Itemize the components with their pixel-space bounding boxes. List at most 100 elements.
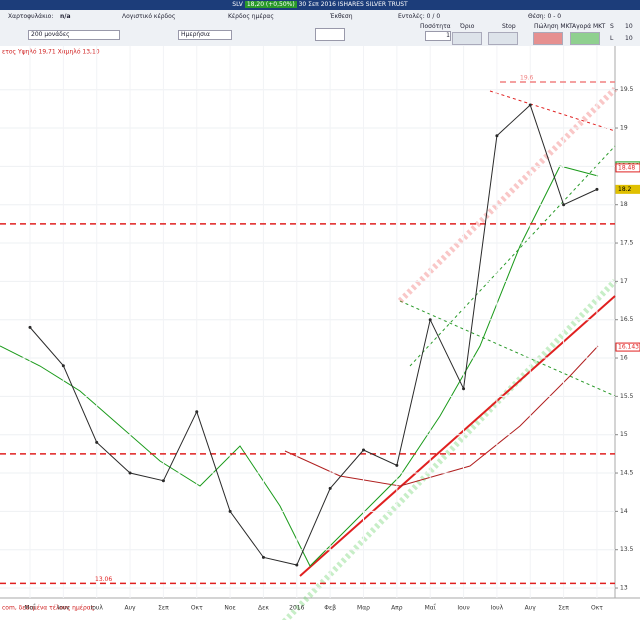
price-point	[428, 318, 432, 322]
buy-button[interactable]	[570, 32, 600, 45]
drawings	[0, 86, 618, 620]
period-select[interactable]: Ημερήσια	[178, 30, 232, 40]
level-label: 19.6	[520, 75, 534, 82]
stop-button[interactable]	[488, 32, 518, 45]
x-tick-label: Μαΐ	[425, 604, 436, 612]
label: Αγορά MKT	[572, 23, 606, 30]
price-point	[261, 555, 265, 559]
y-tick-label: 16.5	[620, 316, 634, 323]
x-tick-label: Δεκ	[258, 605, 269, 612]
label: Χαρτοφυλάκιο:	[8, 13, 54, 20]
price-point	[195, 410, 199, 414]
label: Εντολές: 0 / 0	[398, 13, 441, 20]
sell-button[interactable]	[533, 32, 563, 45]
value: 10	[625, 35, 633, 42]
x-tick-label: Μαρ	[357, 605, 370, 612]
channel	[281, 278, 618, 620]
label: Λογιστικό κέρδος	[122, 13, 176, 20]
x-tick-label: Οκτ	[591, 605, 603, 612]
y-tick-label: 15	[620, 431, 628, 438]
y-tick-label: 14.5	[620, 470, 634, 477]
value: n/a	[60, 13, 71, 20]
x-tick-label: Ιουν	[57, 605, 70, 612]
x-tick-label: Σεπ	[558, 605, 569, 612]
plot-bg	[0, 46, 640, 620]
chart-info: ετος Υψηλό 19,71 Χαμηλό 13,10	[2, 49, 100, 56]
toolbar: Χαρτοφυλάκιο: n/a Λογιστικό κέρδος Κέρδο…	[0, 10, 640, 47]
label: L	[610, 35, 614, 42]
x-tick-label: Μαΐ	[24, 604, 35, 612]
info: 30 Σεπ 2016 ISHARES SILVER TRUST	[298, 1, 408, 8]
label: Ποσότητα	[420, 23, 451, 30]
price-point	[61, 364, 65, 368]
price-tag-label: 18.2	[618, 186, 632, 193]
level-label: 13.06	[95, 576, 112, 583]
price-tag	[615, 163, 640, 173]
chart: ετος Υψηλό 19,71 Χαμηλό 13,10 com, δεδομ…	[0, 46, 640, 620]
price-point	[28, 325, 32, 329]
x-tick-label: Αυγ	[525, 605, 537, 612]
price-point	[495, 134, 499, 138]
price-point	[295, 563, 299, 567]
y-tick-label: 17	[620, 278, 628, 285]
price-point	[462, 387, 466, 391]
units-select[interactable]: 200 μονάδες	[28, 30, 120, 40]
trendline	[299, 295, 616, 577]
price-point	[595, 187, 599, 191]
price-point	[395, 463, 399, 467]
trendline	[409, 145, 616, 367]
symbol: SLV	[232, 1, 243, 8]
label: Stop	[502, 23, 516, 30]
price-point	[128, 471, 132, 475]
label: Όριο	[460, 23, 475, 30]
y-tick-label: 15.5	[620, 393, 634, 400]
label: S	[610, 23, 614, 30]
x-tick-label: Οκτ	[191, 605, 203, 612]
value: 10	[625, 23, 633, 30]
limit-button[interactable]	[452, 32, 482, 45]
channel	[397, 86, 618, 304]
x-tick-label: Ιουλ	[90, 605, 103, 612]
label: Θέση: 0 - 0	[528, 13, 562, 20]
moving-average	[284, 345, 599, 487]
y-tick-label: 16	[620, 355, 628, 362]
x-tick-label: Φεβ	[324, 605, 336, 612]
price-tag	[615, 342, 640, 352]
y-tick-label: 17.5	[620, 240, 634, 247]
x-tick-label: Ιουλ	[491, 605, 504, 612]
price-tag-label: 16.143	[618, 344, 639, 351]
x-tick-label: Απρ	[391, 605, 403, 612]
label: Κέρδος ημέρας	[228, 13, 274, 20]
y-tick-label: 19	[620, 125, 628, 132]
price-point	[562, 203, 566, 207]
x-tick-label: Νοε	[224, 605, 235, 612]
quantity-input[interactable]: 1	[425, 31, 451, 41]
y-tick-label: 19.5	[620, 86, 634, 93]
price-tag-label: 18.48	[618, 164, 635, 171]
price-point	[528, 103, 532, 107]
x-tick-label: Αυγ	[124, 605, 136, 612]
x-tick-label: 2016	[289, 605, 304, 612]
y-tick-label: 13.5	[620, 546, 634, 553]
y-tick-label: 18	[620, 201, 628, 208]
x-tick-label: Ιουν	[457, 605, 470, 612]
title-bar: SLV 18,20 (+0,50%) 30 Σεπ 2016 ISHARES S…	[0, 0, 640, 10]
price-tag	[615, 184, 640, 194]
y-tick-label: 14	[620, 508, 628, 515]
trendline	[489, 90, 616, 132]
label: Έκθεση	[330, 13, 353, 20]
quote: 18,20 (+0,50%)	[244, 1, 297, 8]
chart-type-select[interactable]	[315, 28, 345, 41]
label: Πώληση MKT	[534, 23, 573, 30]
y-tick-label: 13	[620, 585, 628, 592]
price-point	[228, 509, 232, 513]
price-point	[362, 448, 365, 452]
price-point	[328, 486, 332, 490]
x-tick-label: Σεπ	[158, 605, 169, 612]
price-point	[161, 479, 165, 483]
moving-average	[0, 165, 599, 567]
price-point	[95, 440, 99, 444]
price-line	[29, 104, 598, 566]
footer: com, δεδομένα τέλους ημέρας	[2, 605, 94, 612]
